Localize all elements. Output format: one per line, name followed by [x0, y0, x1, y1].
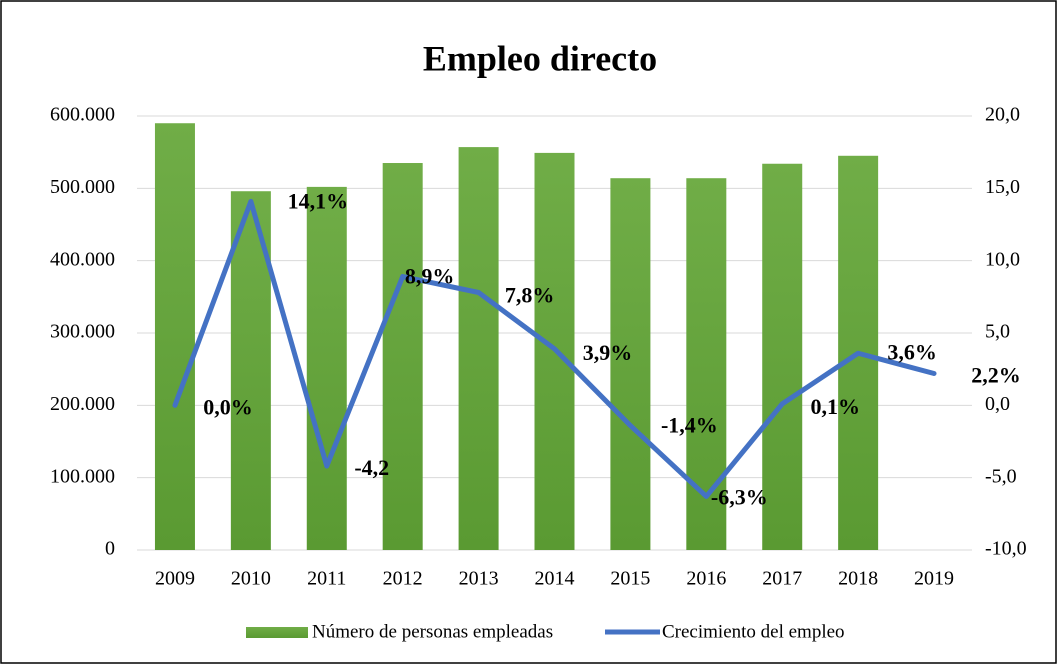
- x-tick-label: 2010: [231, 568, 271, 590]
- data-label: 8,9%: [405, 264, 455, 289]
- bar: [762, 163, 803, 551]
- y2-tick-label: 10,0: [985, 248, 1020, 270]
- x-tick-label: 2017: [762, 568, 802, 590]
- y-tick-label: 400.000: [50, 248, 115, 270]
- x-tick-label: 2011: [307, 568, 346, 590]
- y-tick-label: 600.000: [50, 104, 115, 126]
- y2-tick-label: 5,0: [985, 321, 1010, 343]
- x-tick-label: 2019: [914, 568, 954, 590]
- x-tick-label: 2015: [610, 568, 650, 590]
- y-tick-label: 300.000: [50, 321, 115, 343]
- data-label: -4,2: [354, 455, 389, 480]
- bar: [458, 147, 499, 550]
- data-label: -1,4%: [661, 413, 718, 438]
- y2-tick-label: 20,0: [985, 104, 1020, 126]
- x-tick-label: 2016: [686, 568, 726, 590]
- y-tick-label: 500.000: [50, 176, 115, 198]
- chart-title: Empleo directo: [423, 38, 657, 78]
- y-tick-label: 0: [105, 538, 115, 560]
- data-label: 14,1%: [288, 188, 349, 213]
- bar: [686, 178, 727, 550]
- y2-tick-label: -10,0: [985, 538, 1027, 560]
- data-label: 0,0%: [203, 394, 253, 419]
- bar: [306, 186, 347, 551]
- data-label: 3,9%: [583, 340, 633, 365]
- data-label: 0,1%: [810, 394, 860, 419]
- legend-label: Crecimiento del empleo: [662, 621, 845, 642]
- line-series: [172, 198, 937, 499]
- data-label: 3,6%: [887, 339, 937, 364]
- legend-swatch: [246, 627, 308, 638]
- y2-tick-label: 0,0: [985, 393, 1010, 415]
- y2-tick-label: -5,0: [985, 465, 1017, 487]
- legend-label: Número de personas empleadas: [312, 621, 553, 642]
- x-tick-label: 2009: [155, 568, 195, 590]
- x-tick-label: 2012: [383, 568, 423, 590]
- x-tick-label: 2018: [838, 568, 878, 590]
- bar: [382, 163, 423, 550]
- data-label: -6,3%: [711, 485, 768, 510]
- y-tick-label: 200.000: [50, 393, 115, 415]
- bar: [154, 123, 195, 550]
- x-tick-label: 2014: [535, 568, 575, 590]
- y2-tick-label: 15,0: [985, 176, 1020, 198]
- y-tick-label: 100.000: [50, 465, 115, 487]
- data-label: 7,8%: [505, 283, 555, 308]
- bar: [610, 178, 651, 550]
- data-label: 2,2%: [971, 363, 1021, 388]
- x-tick-label: 2013: [459, 568, 499, 590]
